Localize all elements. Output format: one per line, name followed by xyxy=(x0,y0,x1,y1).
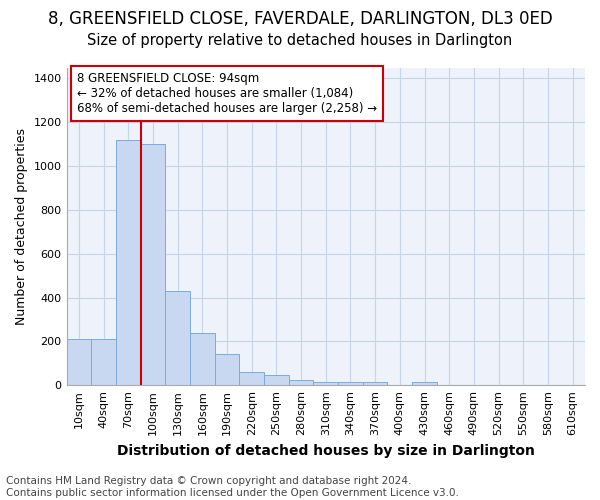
Bar xyxy=(363,382,388,386)
Bar xyxy=(338,382,363,386)
Bar xyxy=(215,354,239,386)
X-axis label: Distribution of detached houses by size in Darlington: Distribution of detached houses by size … xyxy=(117,444,535,458)
Bar xyxy=(91,340,116,386)
Text: 8, GREENSFIELD CLOSE, FAVERDALE, DARLINGTON, DL3 0ED: 8, GREENSFIELD CLOSE, FAVERDALE, DARLING… xyxy=(47,10,553,28)
Y-axis label: Number of detached properties: Number of detached properties xyxy=(15,128,28,325)
Bar xyxy=(165,291,190,386)
Text: Contains HM Land Registry data © Crown copyright and database right 2024.
Contai: Contains HM Land Registry data © Crown c… xyxy=(6,476,459,498)
Bar xyxy=(289,380,313,386)
Bar xyxy=(190,332,215,386)
Text: Size of property relative to detached houses in Darlington: Size of property relative to detached ho… xyxy=(88,32,512,48)
Bar xyxy=(116,140,140,386)
Bar xyxy=(412,382,437,386)
Bar xyxy=(313,382,338,386)
Bar xyxy=(67,340,91,386)
Text: 8 GREENSFIELD CLOSE: 94sqm
← 32% of detached houses are smaller (1,084)
68% of s: 8 GREENSFIELD CLOSE: 94sqm ← 32% of deta… xyxy=(77,72,377,116)
Bar xyxy=(264,376,289,386)
Bar xyxy=(140,144,165,386)
Bar xyxy=(239,372,264,386)
